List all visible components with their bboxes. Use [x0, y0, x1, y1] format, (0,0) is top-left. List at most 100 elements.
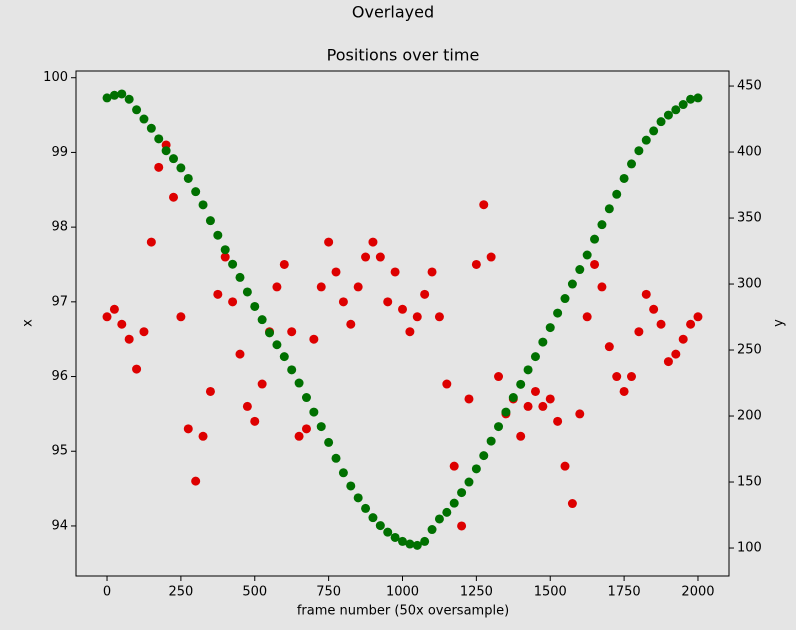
data-point: [294, 378, 304, 388]
data-point: [102, 312, 112, 322]
data-point: [597, 282, 607, 292]
data-point: [353, 282, 363, 292]
x-tick-label: 1750: [608, 585, 641, 600]
data-point: [686, 319, 696, 329]
data-point: [220, 252, 230, 262]
data-point: [198, 200, 208, 210]
data-point: [567, 499, 577, 509]
data-point: [494, 422, 504, 432]
y-tick-label: 94: [51, 518, 68, 533]
data-point: [479, 200, 489, 210]
data-point: [139, 114, 149, 124]
data-point: [102, 93, 112, 103]
data-point: [427, 267, 437, 277]
data-point: [324, 437, 334, 447]
data-point: [678, 334, 688, 344]
data-point: [154, 162, 164, 172]
y-tick-label: 99: [51, 145, 68, 160]
data-point: [117, 319, 127, 329]
data-point: [287, 327, 297, 337]
data-point: [560, 294, 570, 304]
data-point: [678, 100, 688, 110]
data-point: [228, 297, 238, 307]
data-point: [501, 407, 511, 417]
y2-tick-label: 100: [737, 541, 762, 556]
data-point: [626, 159, 636, 169]
data-point: [124, 334, 134, 344]
data-point: [390, 267, 400, 277]
data-point: [375, 521, 385, 531]
data-point: [663, 110, 673, 120]
data-point: [449, 461, 459, 471]
data-point: [427, 525, 437, 535]
data-point: [191, 476, 201, 486]
data-point: [686, 94, 696, 104]
y-tick-label: 100: [43, 70, 68, 85]
data-point: [183, 424, 193, 434]
data-point: [523, 401, 533, 411]
data-point: [545, 394, 555, 404]
data-point: [346, 319, 356, 329]
data-point: [324, 237, 334, 247]
data-point: [538, 337, 548, 347]
data-point: [486, 252, 496, 262]
data-point: [383, 527, 393, 537]
data-point: [626, 372, 636, 382]
y2-tick-label: 150: [737, 475, 762, 490]
data-point: [242, 287, 252, 297]
y2-tick-label: 400: [737, 145, 762, 160]
data-point: [582, 250, 592, 260]
y-axis-label: x: [21, 319, 36, 327]
data-point: [641, 135, 651, 145]
data-point: [331, 453, 341, 463]
plot-frame: [75, 70, 730, 577]
data-point: [412, 312, 422, 322]
x-tick-label: 0: [103, 585, 111, 600]
data-point: [272, 282, 282, 292]
data-point: [516, 379, 526, 389]
data-point: [169, 154, 179, 164]
data-point: [494, 372, 504, 382]
data-point: [693, 93, 703, 103]
data-point: [176, 312, 186, 322]
data-point: [575, 409, 585, 419]
data-point: [553, 308, 563, 318]
data-point: [109, 304, 119, 314]
data-point: [634, 146, 644, 156]
data-point: [663, 357, 673, 367]
data-point: [205, 386, 215, 396]
y-tick-label: 95: [51, 444, 68, 459]
data-point: [390, 532, 400, 542]
data-point: [309, 334, 319, 344]
y2-tick-label: 250: [737, 343, 762, 358]
data-point: [338, 297, 348, 307]
data-point: [117, 89, 127, 99]
data-point: [139, 327, 149, 337]
y2-axis-label: y: [772, 319, 787, 327]
data-point: [250, 416, 260, 426]
data-point: [464, 394, 474, 404]
data-point: [434, 514, 444, 524]
data-point: [146, 237, 156, 247]
y2-tick-label: 200: [737, 409, 762, 424]
data-point: [309, 407, 319, 417]
data-point: [257, 379, 267, 389]
data-point: [634, 327, 644, 337]
data-point: [213, 230, 223, 240]
x-tick-label: 1000: [386, 585, 419, 600]
data-point: [656, 319, 666, 329]
data-point: [257, 315, 267, 325]
data-point: [619, 173, 629, 183]
data-point: [338, 468, 348, 478]
data-point: [560, 461, 570, 471]
x-tick-label: 750: [316, 585, 341, 600]
data-point: [693, 312, 703, 322]
data-point: [176, 163, 186, 173]
data-point: [612, 189, 622, 199]
data-point: [228, 259, 238, 269]
data-point: [301, 393, 311, 403]
data-point: [479, 451, 489, 461]
data-point: [434, 312, 444, 322]
data-point: [412, 540, 422, 550]
